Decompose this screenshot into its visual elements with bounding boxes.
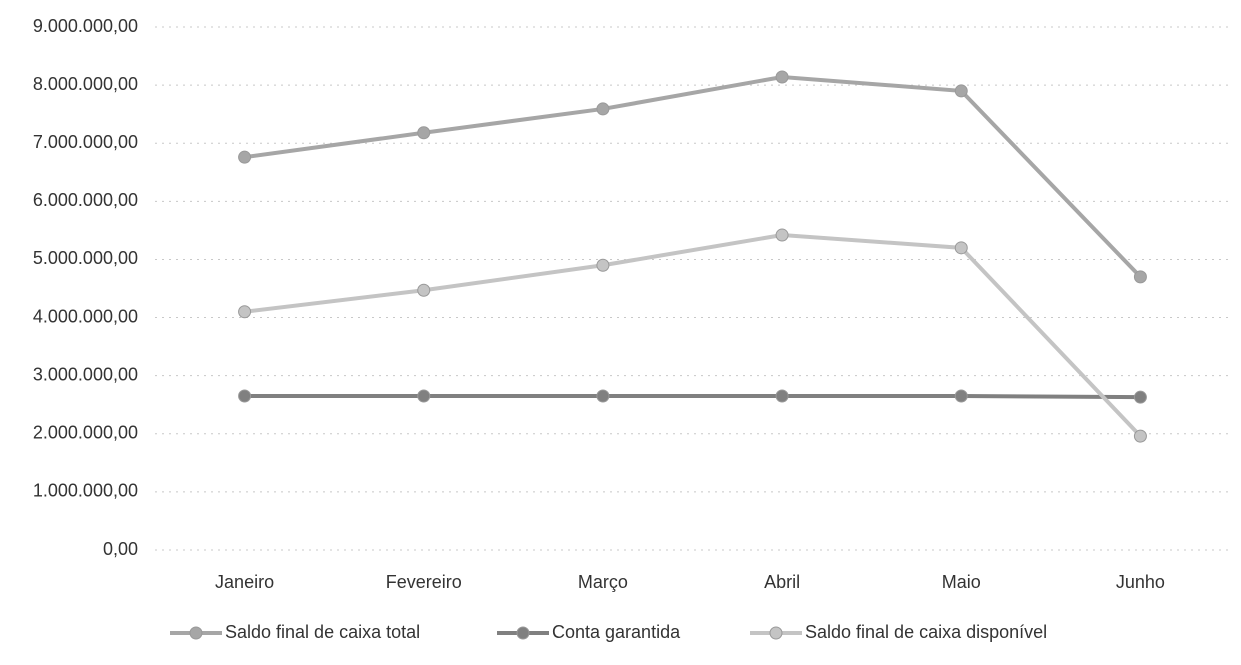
y-tick-label: 6.000.000,00 <box>33 190 138 210</box>
y-tick-label: 7.000.000,00 <box>33 132 138 152</box>
y-tick-label: 3.000.000,00 <box>33 364 138 384</box>
point <box>1133 270 1147 284</box>
y-tick-label: 4.000.000,00 <box>33 306 138 326</box>
y-tick-label: 8.000.000,00 <box>33 74 138 94</box>
point <box>417 283 431 297</box>
legend-label: Conta garantida <box>552 622 681 642</box>
legend-marker <box>769 626 783 640</box>
point <box>775 228 789 242</box>
point <box>417 389 431 403</box>
point <box>1133 429 1147 443</box>
x-tick-label: Junho <box>1116 572 1165 592</box>
point <box>1133 390 1147 404</box>
legend-marker <box>516 626 530 640</box>
x-tick-label: Fevereiro <box>386 572 462 592</box>
point <box>775 389 789 403</box>
point <box>596 389 610 403</box>
y-tick-label: 9.000.000,00 <box>33 16 138 36</box>
point <box>238 305 252 319</box>
x-tick-label: Março <box>578 572 628 592</box>
point <box>417 126 431 140</box>
x-tick-label: Janeiro <box>215 572 274 592</box>
point <box>596 258 610 272</box>
series-line <box>244 74 1142 279</box>
point <box>954 84 968 98</box>
legend-label: Saldo final de caixa disponível <box>805 622 1047 642</box>
point <box>596 102 610 116</box>
point <box>954 241 968 255</box>
point <box>238 150 252 164</box>
point <box>238 389 252 403</box>
point <box>954 389 968 403</box>
y-tick-label: 0,00 <box>103 539 138 559</box>
series-line <box>244 233 1142 438</box>
legend-label: Saldo final de caixa total <box>225 622 420 642</box>
x-tick-label: Abril <box>764 572 800 592</box>
y-tick-label: 5.000.000,00 <box>33 248 138 268</box>
y-tick-label: 1.000.000,00 <box>33 481 138 501</box>
series-line <box>244 394 1141 400</box>
y-tick-label: 2.000.000,00 <box>33 423 138 443</box>
x-tick-label: Maio <box>942 572 981 592</box>
legend-marker <box>189 626 203 640</box>
point <box>775 70 789 84</box>
